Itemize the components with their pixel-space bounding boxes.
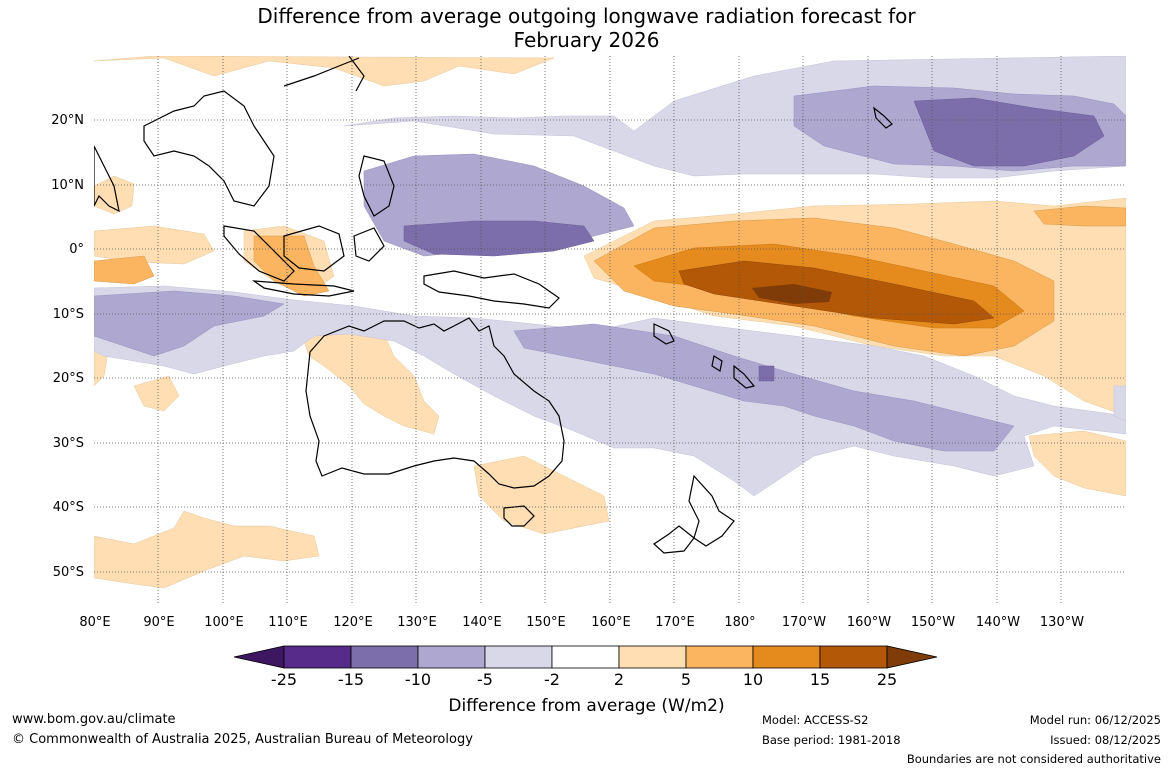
model-run-date: Model run: 06/12/2025 <box>1029 713 1161 727</box>
colorbar-segment <box>484 645 553 669</box>
issued-date: Issued: 08/12/2025 <box>1050 733 1161 747</box>
colorbar-segment <box>551 645 620 669</box>
region-east-edge-cool <box>1113 385 1126 422</box>
anomaly-negative-strong <box>403 97 1105 382</box>
colorbar-segment <box>350 645 419 669</box>
colorbar-segment <box>819 645 888 669</box>
anomaly-positive-extreme <box>752 284 832 304</box>
anomaly-positive-very-strong <box>678 260 995 325</box>
lon-label-160w: 160°W <box>846 615 892 630</box>
lon-label-170w: 170°W <box>781 615 827 630</box>
region-central-pacific-extreme <box>752 284 832 304</box>
lat-label-30s: 30°S <box>52 436 84 451</box>
lat-label-40s: 40°S <box>52 500 84 515</box>
lon-label-140e: 140°E <box>462 615 502 630</box>
australia-coastline <box>305 317 565 489</box>
colorbar-label: -2 <box>544 670 560 689</box>
new-guinea-coastline <box>423 270 560 309</box>
lon-label-120e: 120°E <box>333 615 373 630</box>
colorbar-label: 5 <box>680 670 692 689</box>
colorbar-label: -10 <box>404 670 432 689</box>
colorbar-label: 25 <box>876 670 898 689</box>
model-name: Model: ACCESS-S2 <box>762 713 869 727</box>
graticule <box>94 56 1126 604</box>
title-line-1: Difference from average outgoing longwav… <box>257 4 916 28</box>
lat-label-20s: 20°S <box>52 371 84 386</box>
colorbar-label: 10 <box>742 670 764 689</box>
lon-label-140w: 140°W <box>975 615 1021 630</box>
southeast-asia-coastline <box>143 90 275 207</box>
philippines-coastline <box>358 155 395 217</box>
website-url: www.bom.gov.au/climate <box>12 712 176 727</box>
lat-label-equator: 0° <box>69 242 84 257</box>
region-asia-warm <box>94 56 555 87</box>
lon-label-150w: 150°W <box>910 615 956 630</box>
colorbar-segment <box>417 645 486 669</box>
lon-label-110e: 110°E <box>268 615 308 630</box>
hawaii-coastline <box>873 106 893 129</box>
colorbar-label: -25 <box>270 670 298 689</box>
region-south-pacific-warm <box>1028 430 1126 497</box>
region-maritime-warm-moderate <box>253 235 330 297</box>
region-central-pacific-very-strong <box>678 260 995 325</box>
lat-label-10n: 10°N <box>51 178 84 193</box>
lat-label-50s: 50°S <box>52 565 84 580</box>
india-coastline <box>94 145 120 213</box>
forecast-map <box>94 56 1126 604</box>
lon-label-170e: 170°E <box>655 615 695 630</box>
colorbar-segment <box>752 645 821 669</box>
region-vanuatu-cool-strong <box>758 365 775 382</box>
colorbar <box>233 645 938 669</box>
lat-label-20n: 20°N <box>51 113 84 128</box>
sulawesi-coastline <box>353 227 385 262</box>
lat-label-10s: 10°S <box>52 307 84 322</box>
region-south-pacific-cool-moderate <box>513 323 1015 452</box>
new-zealand-south-coastline <box>653 525 695 554</box>
region-maritime-cool-strong <box>403 220 595 257</box>
boundaries-disclaimer: Boundaries are not considered authoritat… <box>906 752 1161 766</box>
title-line-2: February 2026 <box>513 28 660 52</box>
new-zealand-north-coastline <box>688 474 735 547</box>
solomon-islands-coastline <box>653 323 675 345</box>
region-indian-warm-moderate <box>94 255 155 285</box>
colorbar-label: 2 <box>613 670 625 689</box>
region-australia-warm <box>303 325 440 435</box>
region-hawaii-cool-strong <box>913 97 1105 167</box>
lon-label-100e: 100°E <box>204 615 244 630</box>
colorbar-segment <box>618 645 687 669</box>
base-period: Base period: 1981-2018 <box>762 733 901 747</box>
region-indian-ocean-cool-moderate <box>94 290 285 357</box>
region-east-pacific-moderate <box>1033 205 1126 227</box>
region-se-australia-warm <box>473 455 610 535</box>
lon-label-150e: 150°E <box>526 615 566 630</box>
colorbar-title: Difference from average (W/m2) <box>448 696 725 716</box>
new-caledonia-coastline <box>733 364 756 389</box>
lon-label-80e: 80°E <box>79 615 111 630</box>
lon-label-130e: 130°E <box>397 615 437 630</box>
chart-title: Difference from average outgoing longwav… <box>0 4 1173 52</box>
lon-label-160e: 160°E <box>591 615 631 630</box>
copyright-text: © Commonwealth of Australia 2025, Austra… <box>12 732 473 747</box>
china-coastline <box>283 56 365 92</box>
region-bay-bengal-warm <box>94 175 135 215</box>
lon-label-180: 180° <box>724 615 756 630</box>
colorbar-segment <box>685 645 754 669</box>
java-coastline <box>251 280 355 297</box>
colorbar-label: -15 <box>337 670 365 689</box>
region-southern-ocean-warm <box>94 510 320 589</box>
sumatra-coastline <box>223 225 295 282</box>
coastlines <box>94 56 893 554</box>
region-indian-ocean-warm <box>94 225 215 265</box>
lon-label-130w: 130°W <box>1039 615 1085 630</box>
colorbar-arrow-low <box>233 645 285 669</box>
colorbar-label: -5 <box>477 670 493 689</box>
colorbar-arrow-high <box>886 645 938 669</box>
borneo-coastline <box>283 225 345 272</box>
lon-label-90e: 90°E <box>143 615 175 630</box>
tasmania-coastline <box>503 505 535 527</box>
colorbar-label: 15 <box>809 670 831 689</box>
vanuatu-coastline <box>711 355 723 372</box>
colorbar-segment <box>283 645 352 669</box>
